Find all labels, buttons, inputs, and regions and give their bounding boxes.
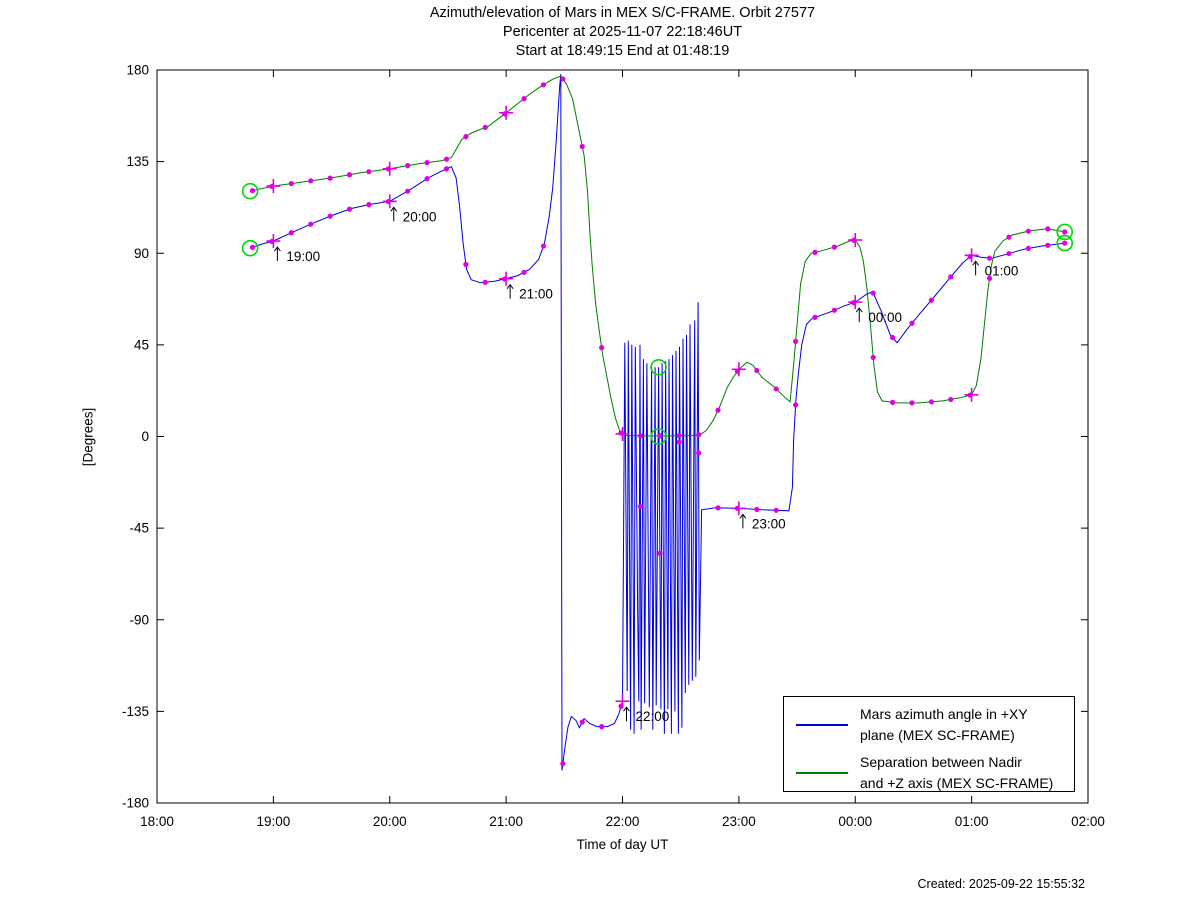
y-tick-label: -135: [122, 704, 149, 719]
legend-entry-azimuth: Mars azimuth angle in +XY plane (MEX SC-…: [784, 704, 1074, 745]
hour-annotation-label: 20:00: [403, 209, 437, 224]
hour-annotation-label: 19:00: [286, 249, 320, 264]
x-tick-label: 01:00: [955, 814, 989, 829]
y-tick-label: 90: [134, 246, 149, 261]
chart-subtitle-pericenter: Pericenter at 2025-11-07 22:18:46UT: [502, 24, 743, 40]
legend-line-sample-azimuth: [796, 723, 848, 726]
legend-entry-separation: Separation between Nadir and +Z axis (ME…: [784, 752, 1074, 793]
hour-annotations: 19:00 20:00 21:00 22:00 23:00 00:00 01:00: [273, 206, 1019, 724]
x-tick-label: 21:00: [489, 814, 523, 829]
y-tick-label: -180: [122, 796, 149, 811]
series-line-mars-azimuth: [249, 74, 1065, 771]
endpoint-and-pericenter-circles: [241, 182, 1074, 445]
series-line-nadir-z-separation: [249, 75, 1065, 437]
y-tick-label: 135: [126, 154, 149, 169]
x-tick-label: 22:00: [606, 814, 640, 829]
y-tick-label: 0: [141, 429, 149, 444]
y-tick-label: 180: [126, 63, 149, 78]
x-tick-label: 23:00: [722, 814, 756, 829]
legend-label-azimuth: Mars azimuth angle in +XY plane (MEX SC-…: [860, 706, 1028, 743]
chart-title-block: Azimuth/elevation of Mars in MEX S/C-FRA…: [157, 4, 1088, 61]
chart-subtitle-startend: Start at 18:49:15 End at 01:48:19: [515, 43, 730, 59]
hour-annotation-label: 22:00: [636, 709, 670, 724]
x-tick-label: 19:00: [256, 814, 290, 829]
hour-plus-markers: [266, 105, 979, 709]
y-axis-label: [Degrees]: [80, 407, 96, 467]
hour-annotation-label: 00:00: [868, 310, 902, 325]
x-axis-label: Time of day UT: [576, 837, 669, 852]
chart-title: Azimuth/elevation of Mars in MEX S/C-FRA…: [429, 5, 816, 21]
axes: 18:00 19:00 20:00 21:00 22:00 23:00 00:00 01:00…: [122, 63, 1105, 830]
y-tick-label: 45: [134, 337, 149, 352]
legend: Mars azimuth angle in +XY plane (MEX SC-…: [783, 696, 1075, 792]
x-tick-label: 20:00: [373, 814, 407, 829]
x-tick-label: 18:00: [140, 814, 174, 829]
legend-line-sample-separation: [796, 771, 848, 774]
hour-annotation-label: 01:00: [985, 263, 1019, 278]
x-tick-label: 02:00: [1071, 814, 1105, 829]
hour-annotation-label: 23:00: [752, 516, 786, 531]
y-tick-label: -90: [129, 612, 149, 627]
legend-label-separation: Separation between Nadir and +Z axis (ME…: [860, 754, 1054, 791]
hour-annotation-label: 21:00: [519, 287, 553, 302]
x-tick-label: 00:00: [838, 814, 872, 829]
y-tick-label: -45: [129, 521, 149, 536]
created-timestamp: Created: 2025-09-22 15:55:32: [917, 877, 1086, 891]
